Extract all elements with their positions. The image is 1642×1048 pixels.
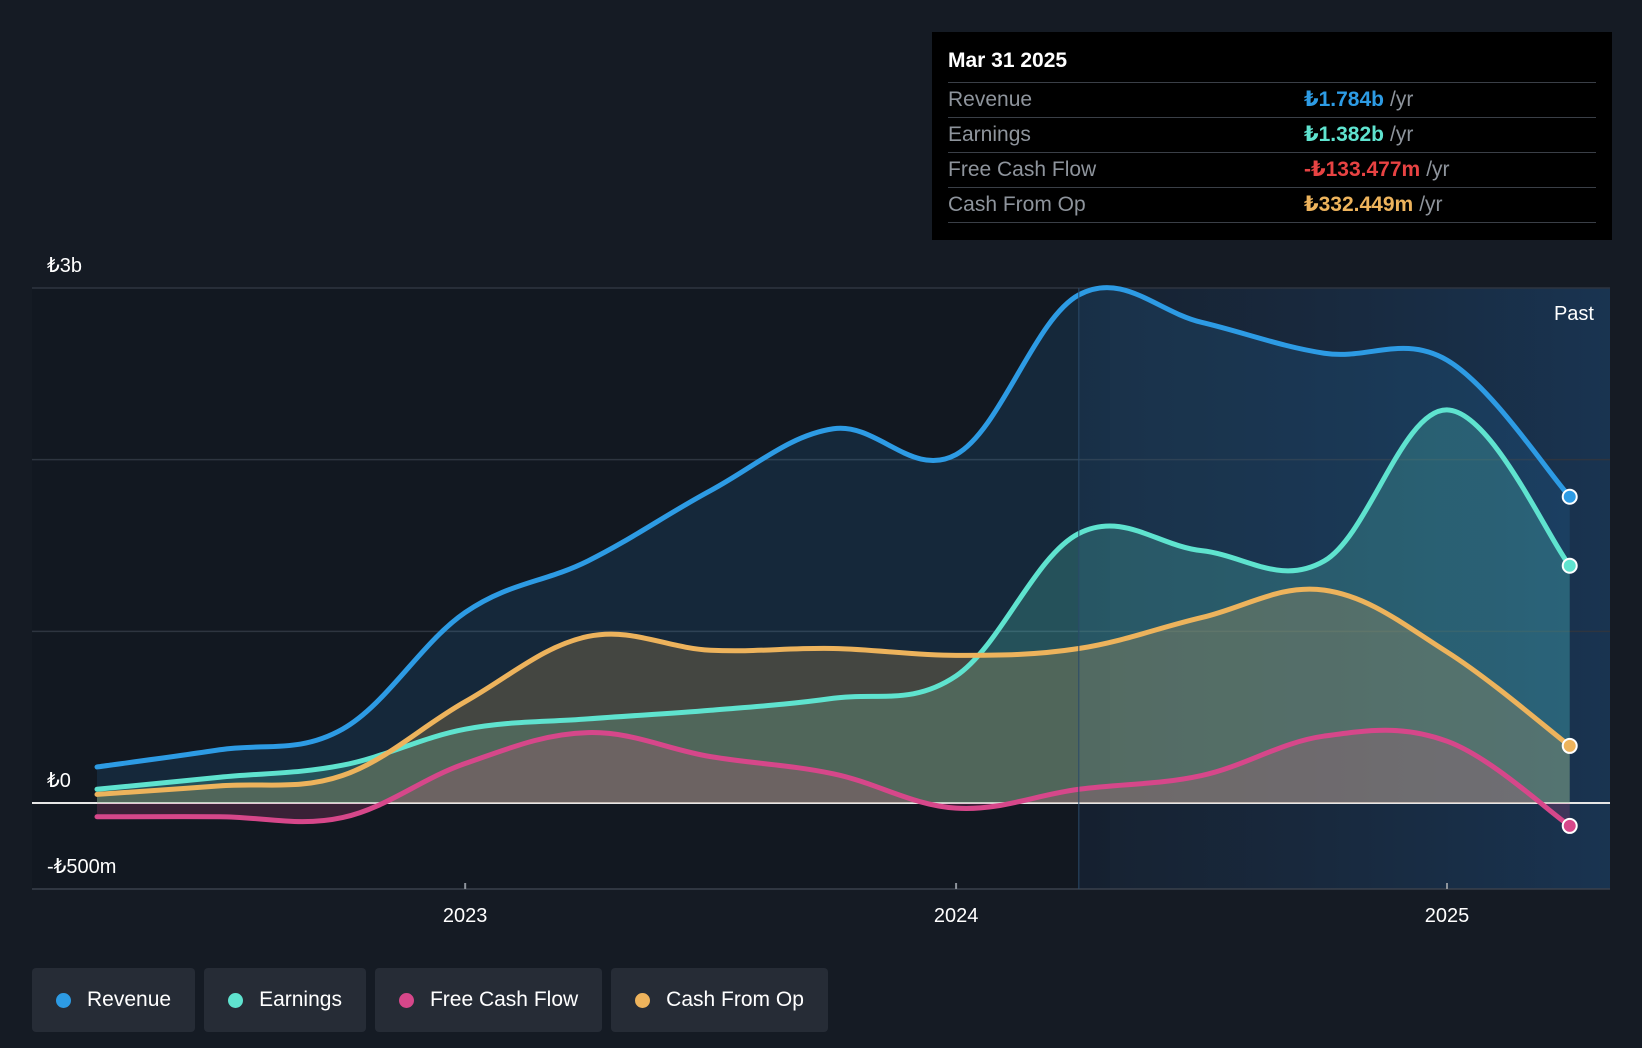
endpoint-free-cash-flow[interactable] [1561,817,1578,834]
line-earnings [94,407,1573,792]
tooltip-unit: /yr [1390,123,1414,146]
legend-dot-icon [635,992,651,1008]
tooltip-value: ₺332.449m [1304,193,1414,216]
area-earnings [97,409,1570,803]
tooltip-row-earnings: Earnings ₺1.382b /yr [948,118,1596,153]
past-label: Past [1554,303,1594,325]
tooltip-value: -₺133.477m [1304,158,1421,181]
y-tick-label: ₺0 [47,770,71,792]
x-tick-label: 2023 [443,905,488,927]
x-tick-label: 2025 [1425,905,1470,927]
area-free-cash-flow [97,730,1570,826]
legend-label: Free Cash Flow [429,988,579,1011]
y-tick-label: -₺500m [47,856,116,878]
tooltip-row-free-cash-flow: Free Cash Flow -₺133.477m /yr [948,153,1596,188]
endpoint-earnings[interactable] [1561,557,1578,574]
area-revenue [97,287,1570,803]
legend-item-earnings[interactable]: Earnings [204,968,366,1032]
endpoint-revenue[interactable] [1561,488,1578,505]
tooltip-value: ₺1.382b [1304,123,1384,146]
legend-dot-icon [228,992,244,1008]
legend-label: Earnings [259,988,342,1011]
revenue-earnings-chart: ₺3b ₺0 -₺500m 2023 2024 2025 Past [32,255,1610,927]
legend-item-free-cash-flow[interactable]: Free Cash Flow [374,968,603,1032]
tooltip-unit: /yr [1390,88,1414,111]
tooltip-date: Mar 31 2025 [948,46,1596,83]
tooltip-label: Cash From Op [948,193,1086,216]
legend-dot-icon [398,992,414,1008]
tooltip-label: Revenue [948,88,1033,111]
tooltip-row-revenue: Revenue ₺1.784b /yr [948,83,1596,118]
tooltip-label: Earnings [948,123,1031,146]
line-cash-from-op [94,586,1573,797]
line-free-cash-flow [94,727,1573,829]
line-revenue [94,285,1573,770]
legend-item-cash-from-op[interactable]: Cash From Op [611,968,828,1032]
legend-label: Cash From Op [666,988,804,1011]
x-tick-label: 2024 [934,905,979,927]
legend-dot-icon [56,992,71,1008]
tooltip-unit: /yr [1419,193,1443,216]
y-tick-label: ₺3b [47,255,82,277]
tooltip-value: ₺1.784b [1304,88,1384,111]
endpoint-cash-from-op[interactable] [1561,737,1578,754]
tooltip-label: Free Cash Flow [948,158,1097,181]
tooltip-unit: /yr [1426,158,1450,181]
legend-item-revenue[interactable]: Revenue [32,968,196,1032]
data-tooltip: Mar 31 2025 Revenue ₺1.784b /yr Earnings… [932,32,1612,240]
tooltip-row-cash-from-op: Cash From Op ₺332.449m /yr [948,188,1596,223]
legend-label: Revenue [87,988,172,1011]
chart-legend: Revenue Earnings Free Cash Flow Cash Fro… [32,968,828,1032]
